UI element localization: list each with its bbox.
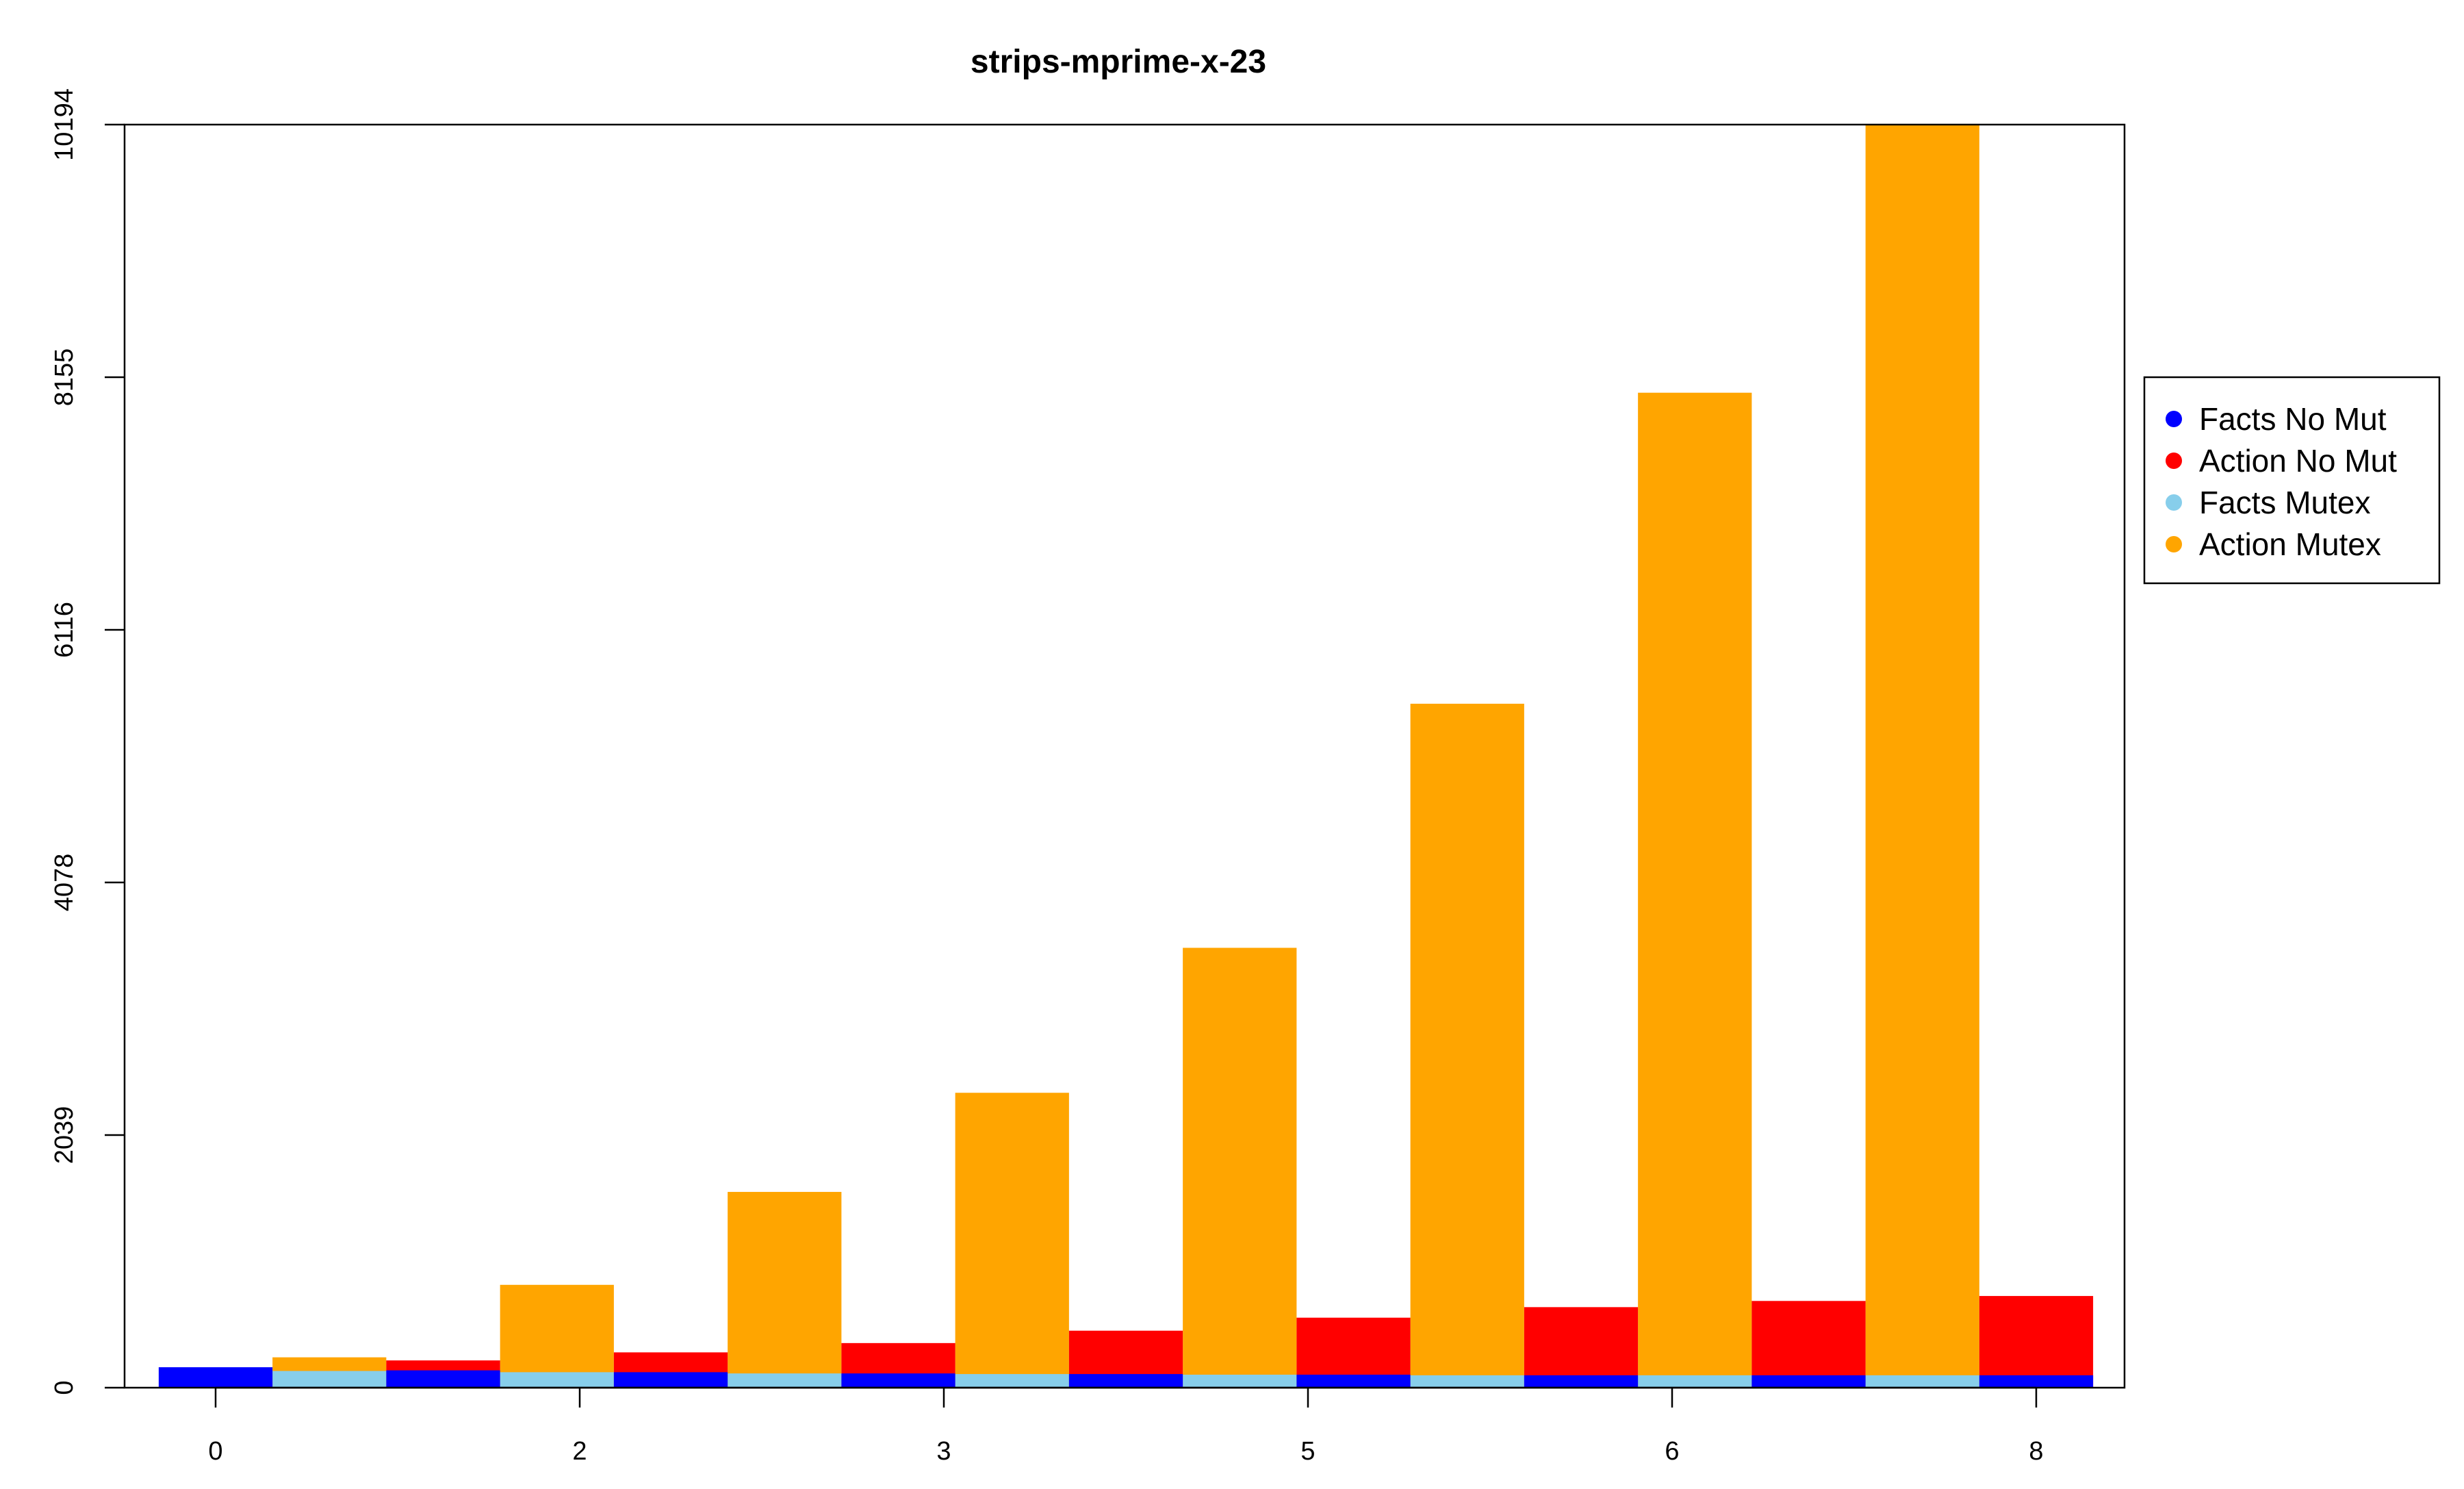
x-axis: 0 2 3 5 6 8 <box>208 1386 2044 1466</box>
bar-facts-no-mut-6 <box>1524 1375 1639 1388</box>
bar-facts-mutex-7 <box>1865 1375 1979 1388</box>
bar-facts-mutex-6 <box>1638 1375 1752 1388</box>
y-axis: 0 2039 4078 6116 8155 10194 <box>50 88 125 1395</box>
bar-facts-no-mut-2 <box>613 1372 728 1388</box>
x-tick-label: 5 <box>1300 1437 1315 1466</box>
bar-facts-no-mut-7 <box>1751 1375 1866 1388</box>
x-tick-label: 2 <box>572 1437 587 1466</box>
y-tick-label: 6116 <box>50 602 79 658</box>
bar-action-mutex-7 <box>1865 125 1979 1388</box>
legend-label: Action No Mut <box>2199 443 2397 479</box>
bar-facts-no-mut-1 <box>386 1370 500 1388</box>
x-tick-label: 0 <box>208 1437 222 1466</box>
legend-label: Facts No Mut <box>2199 401 2387 437</box>
bar-facts-mutex-0 <box>272 1371 387 1388</box>
bar-facts-no-mut-8 <box>1979 1375 2094 1388</box>
plot-frame <box>123 123 2126 1389</box>
legend-marker <box>2166 494 2182 511</box>
legend-marker <box>2166 453 2182 469</box>
bar-facts-no-mut-5 <box>1296 1374 1411 1388</box>
bars <box>158 125 2094 1388</box>
y-tick-label: 10194 <box>50 88 79 161</box>
bar-facts-mutex-1 <box>500 1372 614 1388</box>
bar-action-no-mut-6 <box>1751 1301 1866 1388</box>
bar-action-no-mut-5 <box>1524 1307 1639 1388</box>
bar-action-mutex-2 <box>728 1192 842 1388</box>
bar-action-mutex-4 <box>1183 947 1297 1388</box>
bar-facts-no-mut-3 <box>841 1373 955 1388</box>
bar-facts-mutex-4 <box>1183 1374 1297 1388</box>
bar-action-mutex-6 <box>1638 392 1752 1388</box>
legend-box <box>2143 376 2441 585</box>
legend-marker <box>2166 536 2182 552</box>
bar-action-mutex-5 <box>1410 703 1524 1388</box>
legend-marker <box>2166 411 2182 427</box>
y-tick-label: 8155 <box>50 348 79 407</box>
bar-facts-no-mut-0 <box>158 1367 273 1388</box>
y-tick-label: 2039 <box>50 1106 79 1165</box>
chart-title: strips-mprime-x-23 <box>971 44 1266 80</box>
bar-facts-no-mut-4 <box>1068 1374 1183 1388</box>
x-tick-label: 8 <box>2029 1437 2043 1466</box>
bar-facts-mutex-5 <box>1410 1375 1524 1388</box>
bar-facts-mutex-2 <box>728 1373 842 1388</box>
bar-facts-mutex-3 <box>955 1374 1069 1388</box>
legend: Facts No Mut Action No Mut Facts Mutex Acti… <box>2143 376 2441 585</box>
x-tick-label: 6 <box>1665 1437 1679 1466</box>
legend-label: Action Mutex <box>2199 526 2381 562</box>
legend-label: Facts Mutex <box>2199 485 2371 520</box>
bar-action-no-mut-7 <box>1979 1296 2094 1388</box>
y-tick-label: 4078 <box>50 854 79 912</box>
bar-action-mutex-1 <box>500 1284 614 1388</box>
bar-action-mutex-3 <box>955 1093 1069 1388</box>
y-tick-label: 0 <box>50 1380 79 1395</box>
x-tick-label: 3 <box>936 1437 951 1466</box>
